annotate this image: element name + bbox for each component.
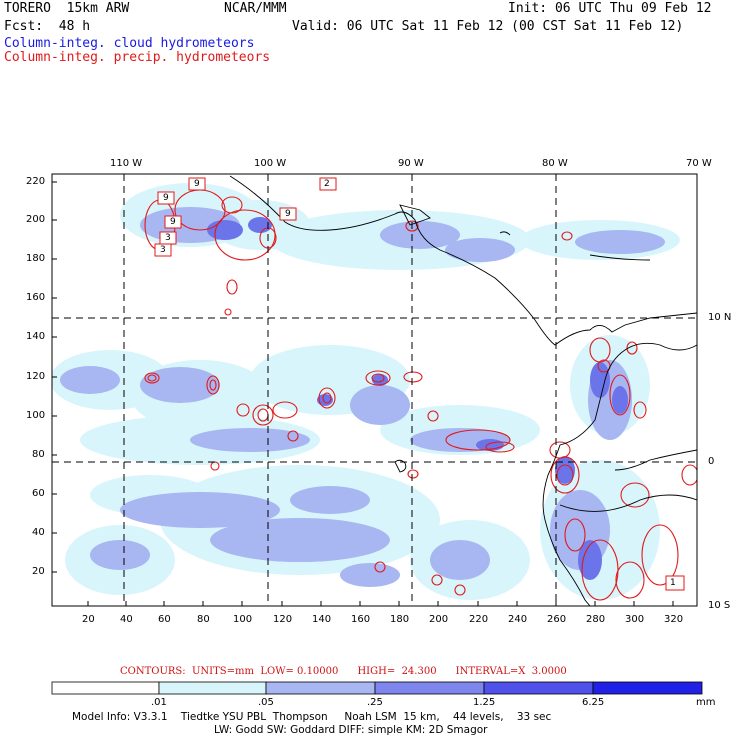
field-precip-label: Column-integ. precip. hydrometeors — [4, 50, 271, 65]
y-tick-label: 40 — [32, 527, 45, 538]
init-time: Init: 06 UTC Thu 09 Feb 12 — [508, 1, 712, 16]
y-tick-label: 220 — [26, 176, 46, 187]
y-tick-marks — [52, 181, 57, 573]
y-tick-label: 120 — [26, 371, 46, 382]
colorbar — [51, 681, 703, 695]
max-value-label: 2 — [324, 179, 330, 189]
x-tick-label: 120 — [273, 614, 293, 625]
cloud-medium-shading — [60, 207, 665, 587]
colorbar-bin-1 — [51, 681, 160, 695]
colorbar-label: .25 — [367, 697, 383, 708]
y-tick-label: 60 — [32, 488, 45, 499]
colorbar-label: 1.25 — [473, 697, 496, 708]
x-tick-label: 200 — [429, 614, 449, 625]
lon-label-100w: 100 W — [254, 158, 287, 169]
colorbar-bin-2 — [158, 681, 267, 695]
colorbar-label: .05 — [258, 697, 274, 708]
y-tick-label: 20 — [32, 566, 45, 577]
x-tick-label: 240 — [508, 614, 528, 625]
model-physics: LW: Godd SW: Goddard DIFF: simple KM: 2D… — [214, 724, 488, 736]
max-value-label: 9 — [170, 217, 176, 227]
organization: NCAR/MMM — [224, 1, 287, 16]
model-info: Model Info: V3.3.1 Tiedtke YSU PBL Thomp… — [72, 711, 552, 723]
x-tick-label: 60 — [158, 614, 171, 625]
map-frame — [51, 173, 698, 607]
lon-label-110w: 110 W — [110, 158, 143, 169]
lon-label-70w: 70 W — [686, 158, 712, 169]
max-value-label: 9 — [285, 209, 291, 219]
x-tick-label: 180 — [390, 614, 410, 625]
lon-label-80w: 80 W — [542, 158, 568, 169]
y-tick-label: 160 — [26, 292, 46, 303]
x-tick-marks — [87, 601, 674, 606]
forecast-hour: Fcst: 48 h — [4, 19, 91, 34]
colorbar-bin-5 — [483, 681, 594, 695]
lon-label-90w: 90 W — [398, 158, 424, 169]
y-tick-label: 180 — [26, 253, 46, 264]
valid-time: Valid: 06 UTC Sat 11 Feb 12 (00 CST Sat … — [292, 19, 684, 34]
colorbar-label: 6.25 — [582, 697, 605, 708]
precip-contours — [144, 189, 697, 601]
colorbar-label: .01 — [151, 697, 167, 708]
contours-info: CONTOURS: UNITS=mm LOW= 0.10000 HIGH= 24… — [120, 666, 567, 677]
model-title: TORERO 15km ARW — [4, 1, 130, 16]
max-value-label: 3 — [165, 233, 171, 243]
y-tick-label: 100 — [26, 410, 46, 421]
x-tick-label: 260 — [547, 614, 567, 625]
coastlines — [229, 175, 697, 606]
colorbar-bin-6 — [592, 681, 703, 695]
x-tick-label: 320 — [664, 614, 684, 625]
lat-label-10s: 10 S — [708, 600, 731, 611]
x-tick-label: 40 — [120, 614, 133, 625]
field-cloud-label: Column-integ. cloud hydrometeors — [4, 36, 255, 51]
max-value-boxes — [154, 177, 685, 591]
x-tick-label: 140 — [312, 614, 332, 625]
lat-label-0: 0 — [708, 456, 715, 467]
x-tick-label: 100 — [233, 614, 253, 625]
y-tick-label: 200 — [26, 214, 46, 225]
lat-label-10n: 10 N — [708, 312, 732, 323]
max-value-label: 9 — [194, 179, 200, 189]
max-value-label: 9 — [163, 193, 169, 203]
x-tick-label: 220 — [469, 614, 489, 625]
colorbar-bin-4 — [374, 681, 485, 695]
colorbar-bin-3 — [265, 681, 376, 695]
x-tick-label: 20 — [82, 614, 95, 625]
max-value-label: 3 — [160, 245, 166, 255]
x-tick-label: 80 — [197, 614, 210, 625]
x-tick-label: 280 — [586, 614, 606, 625]
y-tick-label: 80 — [32, 449, 45, 460]
colorbar-units: mm — [696, 697, 716, 708]
max-value-label: 1 — [670, 578, 676, 588]
x-tick-label: 300 — [625, 614, 645, 625]
x-tick-label: 160 — [351, 614, 371, 625]
y-tick-label: 140 — [26, 331, 46, 342]
lat-lon-grid — [52, 174, 697, 606]
